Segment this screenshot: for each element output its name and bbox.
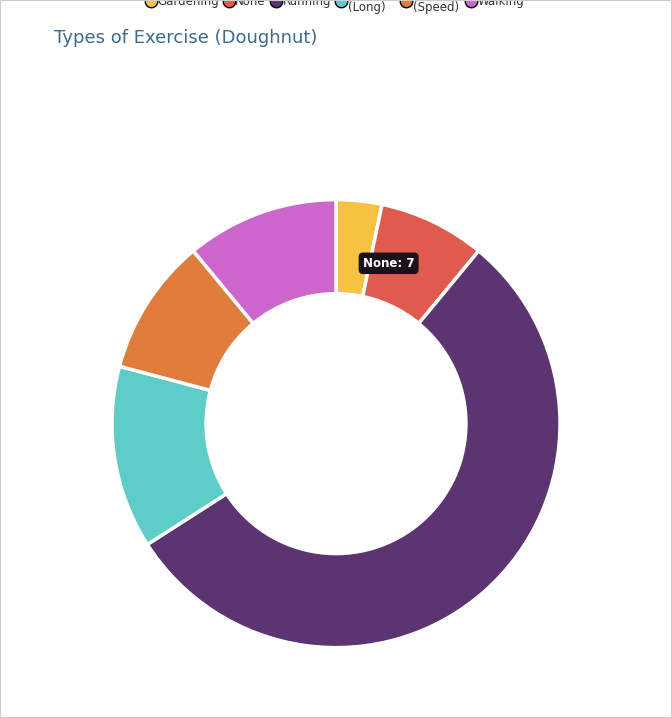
- Wedge shape: [336, 200, 382, 297]
- Wedge shape: [363, 205, 478, 323]
- Legend: Gardening, None, Running, Running
(Long), Running
(Speed), Walking: Gardening, None, Running, Running (Long)…: [143, 0, 529, 19]
- Wedge shape: [194, 200, 336, 323]
- Text: Types of Exercise (Doughnut): Types of Exercise (Doughnut): [54, 29, 317, 47]
- Wedge shape: [147, 251, 560, 648]
- Wedge shape: [120, 251, 253, 391]
- Wedge shape: [112, 366, 226, 544]
- Text: None: 7: None: 7: [363, 257, 415, 270]
